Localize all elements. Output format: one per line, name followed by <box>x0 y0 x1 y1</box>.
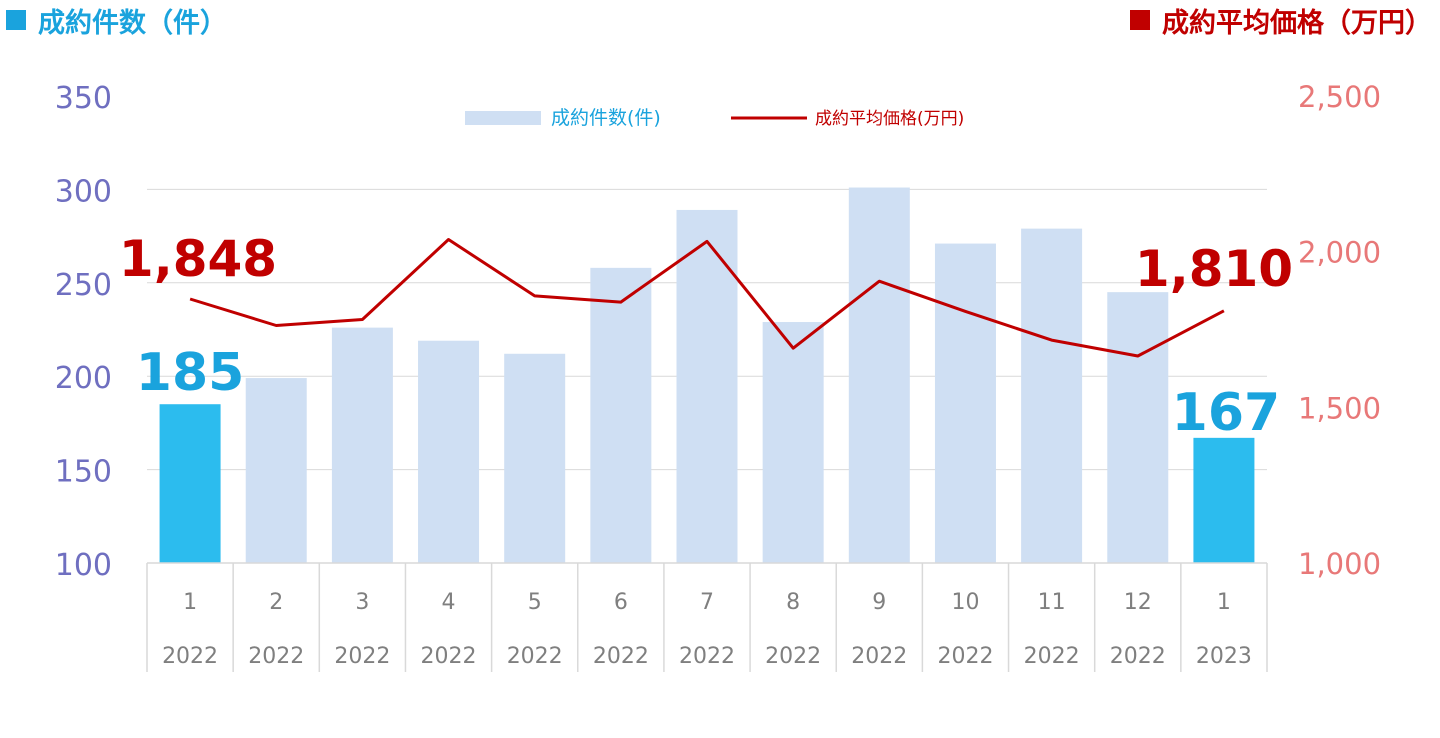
right-tick-label: 1,500 <box>1298 391 1381 425</box>
month-label: 8 <box>786 590 800 615</box>
year-label: 2022 <box>162 644 218 669</box>
bar <box>1193 437 1255 563</box>
bar <box>159 404 221 563</box>
left-axis-title-text: 成約件数（件） <box>38 7 227 39</box>
left-tick-label: 350 <box>55 81 112 116</box>
month-label: 5 <box>528 590 542 615</box>
left-tick-label: 100 <box>55 548 112 583</box>
year-label: 2022 <box>593 644 649 669</box>
right-tick-label: 1,000 <box>1298 547 1381 581</box>
month-label: 7 <box>700 590 714 615</box>
right-axis-ticks: 1,000 1,500 2,000 2,500 <box>1298 80 1381 581</box>
bar <box>331 327 393 563</box>
year-label: 2022 <box>937 644 993 669</box>
right-tick-label: 2,000 <box>1298 236 1381 270</box>
legend-bar-swatch <box>465 111 541 125</box>
callout-first-count: 185 <box>136 343 245 403</box>
left-tick-label: 200 <box>55 361 112 396</box>
callout-last-price: 1,810 <box>1135 240 1293 298</box>
month-label: 1 <box>1217 590 1231 615</box>
x-axis: 1 2022 2 2022 3 2022 4 2022 5 2022 6 2022 7 2022 8 2022… <box>146 562 1268 672</box>
bar <box>590 267 652 563</box>
month-label: 2 <box>269 590 283 615</box>
year-label: 2022 <box>1024 644 1080 669</box>
year-label: 2023 <box>1196 644 1252 669</box>
month-label: 6 <box>614 590 628 615</box>
right-axis-title-text: 成約平均価格（万円） <box>1162 7 1432 39</box>
callout-last-count: 167 <box>1172 383 1281 443</box>
legend-line-label: 成約平均価格(万円) <box>815 109 964 129</box>
month-label: 10 <box>951 590 979 615</box>
year-label: 2022 <box>1110 644 1166 669</box>
callouts: 185 167 1,848 1,810 <box>119 230 1293 443</box>
year-label: 2022 <box>679 644 735 669</box>
bar <box>676 209 738 563</box>
left-tick-label: 150 <box>55 455 112 490</box>
bar <box>762 322 824 563</box>
legend: 成約件数(件) 成約平均価格(万円) <box>465 107 964 129</box>
left-tick-label: 300 <box>55 174 112 209</box>
month-label: 9 <box>872 590 886 615</box>
bar <box>418 340 480 563</box>
month-label: 11 <box>1038 590 1066 615</box>
bar <box>848 187 910 564</box>
year-label: 2022 <box>765 644 821 669</box>
right-tick-label: 2,500 <box>1298 80 1381 114</box>
left-axis-ticks: 100 150 200 250 300 350 <box>55 81 112 583</box>
month-label: 4 <box>442 590 456 615</box>
left-axis-title: 成約件数（件） <box>6 0 227 40</box>
month-label: 1 <box>183 590 197 615</box>
line-series <box>189 238 1225 358</box>
month-label: 3 <box>355 590 369 615</box>
legend-bar-label: 成約件数(件) <box>551 107 661 129</box>
red-square-icon <box>1130 10 1150 30</box>
bar <box>245 378 307 563</box>
bar <box>1107 292 1169 563</box>
bar <box>504 353 566 563</box>
year-label: 2022 <box>421 644 477 669</box>
callout-first-price: 1,848 <box>119 230 277 288</box>
blue-square-icon <box>6 10 26 30</box>
right-axis-title: 成約平均価格（万円） <box>1130 0 1432 40</box>
year-label: 2022 <box>248 644 304 669</box>
bar-series <box>159 187 1255 564</box>
year-label: 2022 <box>851 644 907 669</box>
year-label: 2022 <box>334 644 390 669</box>
left-tick-label: 250 <box>55 268 112 303</box>
bar <box>1021 228 1083 564</box>
year-label: 2022 <box>507 644 563 669</box>
price-line <box>189 238 1225 358</box>
month-label: 12 <box>1124 590 1152 615</box>
bar <box>934 243 996 563</box>
